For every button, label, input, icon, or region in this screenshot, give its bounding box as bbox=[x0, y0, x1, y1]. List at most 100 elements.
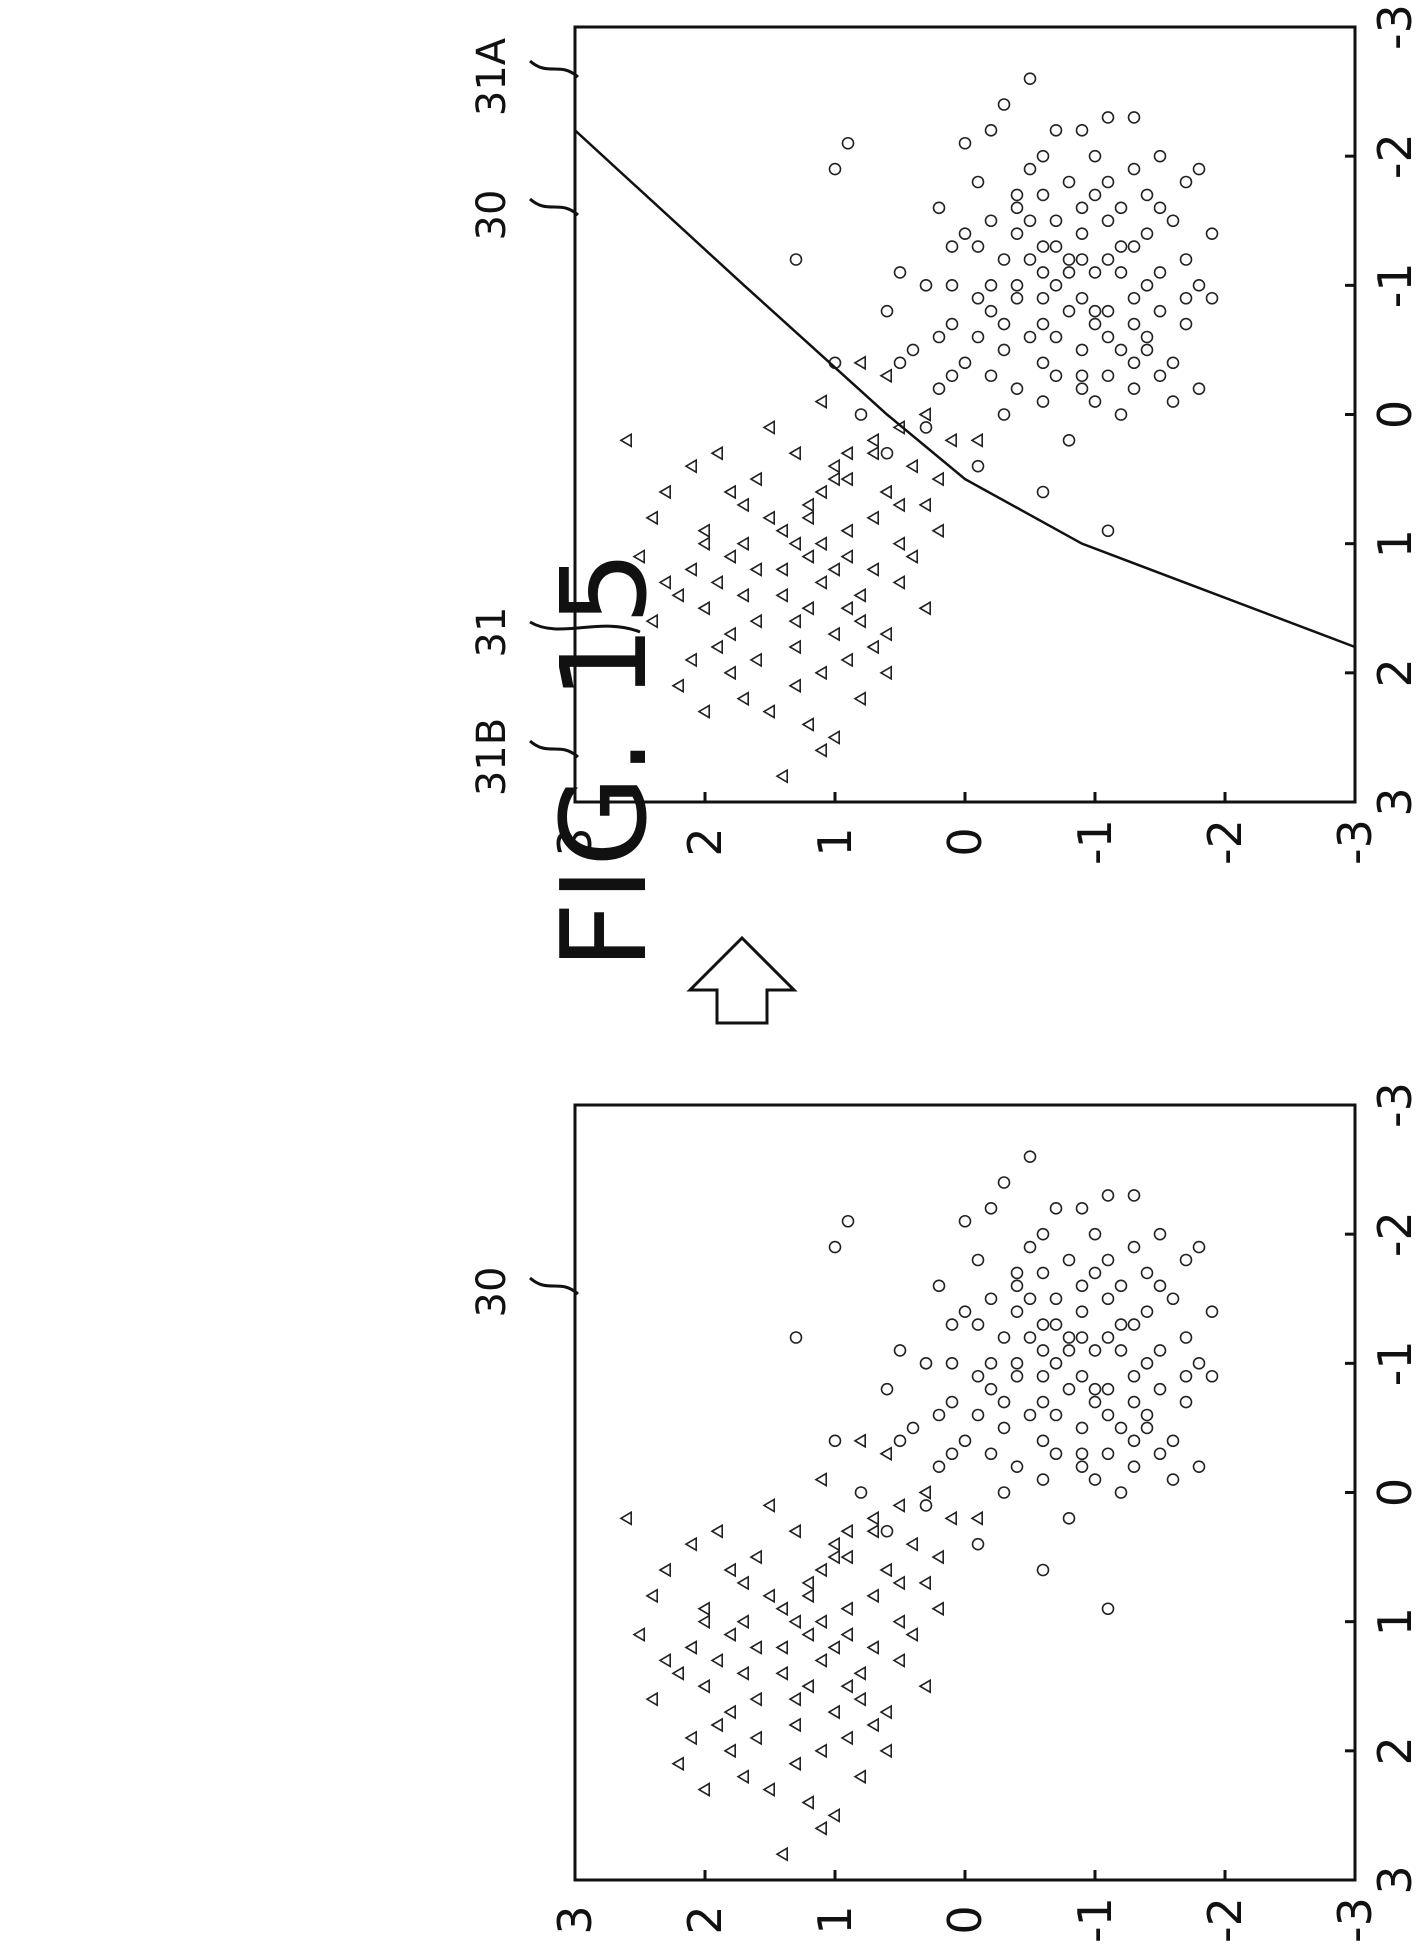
circle-point bbox=[1101, 1408, 1115, 1422]
circle-point bbox=[984, 1382, 998, 1396]
circle-point bbox=[997, 343, 1011, 357]
circle-point bbox=[1153, 1447, 1167, 1461]
circle-point bbox=[1192, 1240, 1206, 1254]
circle-point bbox=[1010, 1357, 1024, 1370]
triangle-series bbox=[619, 1433, 984, 1862]
circle-point bbox=[1010, 382, 1024, 395]
triangle-point bbox=[879, 368, 893, 384]
triangle-point bbox=[762, 1782, 776, 1797]
triangle-point bbox=[710, 1717, 724, 1733]
circle-point bbox=[893, 1434, 907, 1448]
triangle-point bbox=[840, 1627, 854, 1642]
triangle-point bbox=[853, 1769, 867, 1785]
triangle-point bbox=[710, 639, 724, 655]
circle-point bbox=[1140, 330, 1154, 344]
scatter-plot-before: -3 -2 -1 0 1 2 3 -3 -2 -1 0 1 2 3 30 bbox=[469, 1082, 1420, 1943]
triangle-point bbox=[827, 471, 841, 487]
triangle-point bbox=[723, 549, 737, 564]
triangle-point bbox=[892, 1614, 906, 1630]
triangle-point bbox=[905, 1536, 919, 1552]
circle-point bbox=[1049, 124, 1063, 137]
triangle-point bbox=[866, 510, 880, 526]
y-tick-label: 0 bbox=[938, 827, 992, 856]
triangle-point bbox=[697, 1678, 711, 1694]
triangle-point bbox=[736, 691, 750, 707]
x-tick-label: 3 bbox=[1368, 787, 1420, 816]
triangle-point bbox=[736, 497, 750, 513]
circle-point bbox=[984, 1447, 998, 1461]
circle-point bbox=[1049, 1408, 1063, 1422]
triangle-point bbox=[840, 600, 854, 616]
circle-point bbox=[789, 1331, 803, 1344]
circle-point bbox=[854, 1486, 868, 1499]
ref-label-31b-text: 31B bbox=[469, 718, 515, 796]
circle-point bbox=[1127, 1369, 1141, 1383]
circle-point bbox=[1062, 304, 1076, 318]
circle-point bbox=[945, 317, 959, 331]
circle-point bbox=[1101, 369, 1115, 383]
circle-point bbox=[1062, 434, 1076, 447]
circle-point bbox=[1036, 1266, 1050, 1280]
circle-point bbox=[854, 408, 868, 421]
x-tick-label: 2 bbox=[1368, 1736, 1420, 1765]
circle-point bbox=[1101, 1602, 1115, 1616]
circle-point bbox=[1075, 1202, 1089, 1215]
y-tick-label: 2 bbox=[678, 827, 732, 856]
circle-point bbox=[1049, 1292, 1063, 1306]
circle-point bbox=[1114, 343, 1128, 357]
triangle-point bbox=[632, 549, 646, 564]
triangle-point bbox=[710, 575, 724, 590]
circle-point bbox=[1088, 1395, 1102, 1409]
triangle-point bbox=[801, 1588, 815, 1604]
triangle-point bbox=[840, 1601, 854, 1617]
triangle-point bbox=[684, 1730, 698, 1746]
triangle-point bbox=[736, 1614, 750, 1630]
ref-label-31-text: 31 bbox=[469, 607, 515, 658]
circle-point bbox=[997, 1486, 1011, 1499]
y-tick-label: 1 bbox=[808, 1905, 862, 1934]
triangle-point bbox=[840, 523, 854, 539]
triangle-point bbox=[892, 575, 906, 590]
triangle-point bbox=[970, 432, 984, 448]
circle-point bbox=[1010, 1460, 1024, 1473]
circle-point bbox=[1075, 1305, 1089, 1318]
circle-point bbox=[1114, 1421, 1128, 1435]
triangle-point bbox=[866, 562, 880, 577]
triangle-point bbox=[879, 1704, 893, 1720]
ref-label-31a-text: 31A bbox=[469, 37, 515, 116]
x-tick-label: 1 bbox=[1368, 529, 1420, 558]
triangle-point bbox=[749, 652, 763, 668]
circle-point bbox=[1114, 1279, 1128, 1293]
circle-point bbox=[880, 1382, 894, 1396]
triangle-point bbox=[801, 497, 815, 513]
circle-point bbox=[997, 253, 1011, 266]
circle-point bbox=[958, 1434, 972, 1448]
triangle-point bbox=[658, 484, 672, 500]
triangle-point bbox=[697, 1601, 711, 1617]
triangle-point bbox=[905, 458, 919, 474]
circle-point bbox=[880, 446, 894, 460]
x-tick-label: -1 bbox=[1368, 1340, 1420, 1386]
triangle-point bbox=[749, 613, 763, 629]
triangle-point bbox=[814, 1743, 828, 1759]
triangle-point bbox=[762, 1588, 776, 1604]
triangle-point bbox=[931, 523, 945, 539]
circle-point bbox=[1049, 240, 1063, 253]
circle-point bbox=[997, 408, 1011, 421]
triangle-point bbox=[788, 536, 802, 552]
circle-point bbox=[1166, 395, 1180, 408]
circle-point bbox=[997, 317, 1011, 331]
circle-point bbox=[1010, 1305, 1024, 1318]
triangle-point bbox=[853, 1665, 867, 1681]
triangle-point bbox=[801, 1627, 815, 1642]
circle-point bbox=[958, 1305, 972, 1318]
circle-point bbox=[919, 421, 933, 434]
triangle-point bbox=[840, 652, 854, 668]
triangle-point bbox=[671, 1665, 685, 1681]
triangle-point bbox=[918, 1485, 932, 1500]
triangle-point bbox=[814, 536, 828, 552]
circle-point bbox=[1114, 240, 1128, 253]
circle-point bbox=[1023, 162, 1037, 176]
triangle-point bbox=[788, 1614, 802, 1630]
triangle-point bbox=[892, 536, 906, 552]
